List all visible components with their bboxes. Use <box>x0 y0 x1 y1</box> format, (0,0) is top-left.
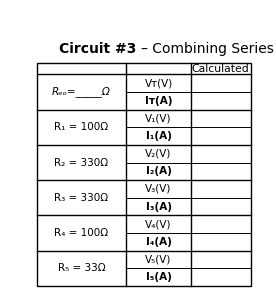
Text: Calculated: Calculated <box>192 64 250 74</box>
Text: Vᴛ(V): Vᴛ(V) <box>144 78 173 88</box>
Text: R₁ = 100Ω: R₁ = 100Ω <box>54 122 109 132</box>
Text: V₅(V): V₅(V) <box>145 255 172 264</box>
Text: I₅(A): I₅(A) <box>146 272 171 282</box>
Text: I₂(A): I₂(A) <box>146 166 171 176</box>
Text: V₁(V): V₁(V) <box>145 113 172 124</box>
Text: R₂ = 330Ω: R₂ = 330Ω <box>54 157 109 168</box>
Text: V₄(V): V₄(V) <box>145 219 172 229</box>
Text: Iᴛ(A): Iᴛ(A) <box>145 96 172 106</box>
Text: R₅ = 33Ω: R₅ = 33Ω <box>58 263 105 273</box>
Text: Circuit #3: Circuit #3 <box>59 42 141 56</box>
Text: R₄ = 100Ω: R₄ = 100Ω <box>54 228 109 238</box>
Text: – Combining Series and Parallel: – Combining Series and Parallel <box>141 42 276 56</box>
Text: V₂(V): V₂(V) <box>145 149 172 159</box>
Text: R₃ = 330Ω: R₃ = 330Ω <box>54 193 109 203</box>
Text: Rₑₒ=_____Ω: Rₑₒ=_____Ω <box>52 86 111 97</box>
Text: I₃(A): I₃(A) <box>145 202 172 212</box>
Text: V₃(V): V₃(V) <box>145 184 172 194</box>
Text: I₄(A): I₄(A) <box>146 237 171 247</box>
Text: I₁(A): I₁(A) <box>146 131 171 141</box>
